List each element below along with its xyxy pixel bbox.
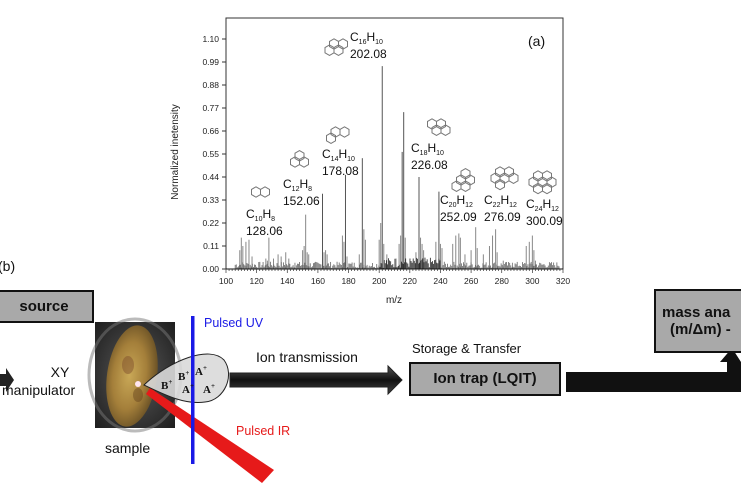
y-tick-label: 0.55 <box>202 149 219 159</box>
peak-formula: C10H8 <box>246 207 275 223</box>
transfer-to-analyzer-arrow <box>566 348 741 392</box>
x-axis-title: m/z <box>386 295 402 306</box>
naphthalene-structure-icon <box>251 186 270 198</box>
peak-mass-label: 152.06 <box>283 194 320 208</box>
benzofluoranthene-structure-icon <box>427 118 451 136</box>
ion-transmission-arrow <box>229 364 403 396</box>
x-tick-label: 160 <box>311 276 325 286</box>
peak-mass-label: 178.08 <box>322 164 359 178</box>
mass-analyzer-line2: (m/Δm) - <box>670 321 731 338</box>
x-tick-label: 240 <box>433 276 447 286</box>
mass-analyzer-line1: mass ana <box>662 303 731 321</box>
x-tick-label: 120 <box>250 276 264 286</box>
x-tick-label: 260 <box>464 276 478 286</box>
y-tick-label: 1.10 <box>202 34 219 44</box>
peak-formula: C22H12 <box>484 193 517 209</box>
baseline-noise <box>226 257 563 270</box>
peak-formula: C16H10 <box>350 30 383 46</box>
molecule-structures <box>251 38 557 198</box>
x-tick-label: 180 <box>341 276 355 286</box>
storage-transfer-label: Storage & Transfer <box>412 341 522 356</box>
peak-mass-label: 300.09 <box>526 214 563 228</box>
y-tick-label: 0.33 <box>202 195 219 205</box>
ir-laser-beam <box>146 388 274 483</box>
peak-formula: C18H10 <box>411 141 444 157</box>
mass-spectrum-chart: 0.00 0.11 0.22 0.33 0.44 0.55 0.66 0.77 0.88 0.99… <box>170 17 570 306</box>
sample-label: sample <box>105 440 151 456</box>
peak-formula: C24H12 <box>526 197 559 213</box>
x-tick-label: 220 <box>403 276 417 286</box>
ion-b2: B+ <box>178 369 189 383</box>
ion-plume <box>143 353 229 404</box>
x-tick-label: 200 <box>372 276 386 286</box>
peak-mass-label: 202.08 <box>350 47 387 61</box>
peak-formula: C20H12 <box>440 193 473 209</box>
ion-trap-box: Ion trap (LQIT) <box>409 362 561 396</box>
peak-mass-label: 252.09 <box>440 210 477 224</box>
benzoperylene-structure-icon <box>490 166 519 191</box>
peak-mass-label: 128.06 <box>246 224 283 238</box>
y-axis-ticks: 0.00 0.11 0.22 0.33 0.44 0.55 0.66 0.77 0.88 0.99… <box>202 34 226 274</box>
y-tick-label: 0.99 <box>202 57 219 67</box>
y-tick-label: 0.11 <box>203 241 219 251</box>
phenanthrene-structure-icon <box>326 126 350 144</box>
ion-trap-label: Ion trap (LQIT) <box>433 370 537 388</box>
y-tick-label: 0.44 <box>202 172 219 182</box>
mass-analyzer-box: mass ana (m/Δm) - <box>654 289 741 353</box>
manipulator-arrow <box>0 368 14 392</box>
x-tick-label: 300 <box>525 276 539 286</box>
ion-a2: A+ <box>182 382 194 396</box>
y-tick-label: 0.22 <box>202 218 219 228</box>
y-tick-label: 0.00 <box>202 264 219 274</box>
pulsed-ir-label: Pulsed IR <box>236 424 291 438</box>
peak-mass-label: 226.08 <box>411 158 448 172</box>
x-tick-label: 100 <box>219 276 233 286</box>
y-axis-title: Normalized inetensity <box>170 104 181 200</box>
acenaphthylene-structure-icon <box>290 150 309 168</box>
ion-labels: B+ B+ A+ A+ A+ <box>161 364 215 396</box>
sample-photo <box>87 317 183 433</box>
ion-transmission-label: Ion transmission <box>256 349 358 365</box>
ion-a3: A+ <box>203 382 215 396</box>
benzopyrene-structure-icon <box>451 168 475 192</box>
xy-label: XY <box>50 364 70 380</box>
panel-label-b: (b) <box>0 258 16 274</box>
y-tick-label: 0.88 <box>202 80 219 90</box>
y-tick-label: 0.77 <box>202 103 219 113</box>
pyrene-structure-icon <box>324 38 348 56</box>
source-box: source <box>0 290 94 323</box>
peaks-group <box>239 66 536 269</box>
peak-formula: C14H10 <box>322 147 355 163</box>
ion-a1: A+ <box>195 364 207 378</box>
x-axis-ticks: 100 120 140 160 180 200 220 240 260 280 300 320 <box>219 269 570 286</box>
instrument-diagram: B+ B+ A+ A+ A+ <box>0 316 741 483</box>
ion-b1: B+ <box>161 378 172 392</box>
y-tick-label: 0.66 <box>202 126 219 136</box>
source-label: source <box>19 297 69 315</box>
peak-formula: C12H8 <box>283 177 312 193</box>
pulsed-uv-label: Pulsed UV <box>204 316 264 330</box>
x-tick-label: 140 <box>280 276 294 286</box>
panel-label-a: (a) <box>528 33 545 49</box>
manipulator-label: manipulator <box>2 382 76 398</box>
peak-mass-label: 276.09 <box>484 210 521 224</box>
uv-laser-beam <box>191 316 195 464</box>
coronene-structure-icon <box>528 170 557 195</box>
x-tick-label: 320 <box>556 276 570 286</box>
x-tick-label: 280 <box>495 276 509 286</box>
